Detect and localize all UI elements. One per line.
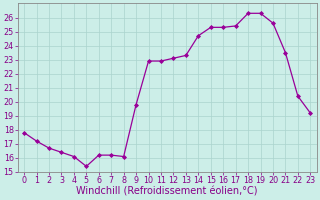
X-axis label: Windchill (Refroidissement éolien,°C): Windchill (Refroidissement éolien,°C): [76, 187, 258, 197]
